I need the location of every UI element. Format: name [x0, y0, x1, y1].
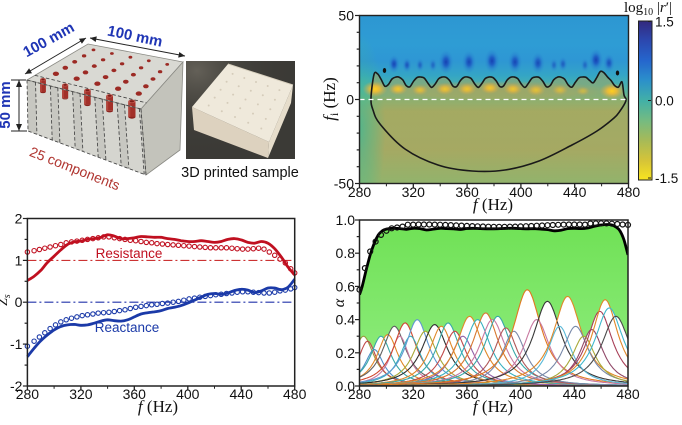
- svg-text:360: 360: [123, 386, 147, 402]
- svg-text:0.2: 0.2: [336, 345, 356, 361]
- svg-text:f (Hz): f (Hz): [473, 195, 513, 214]
- svg-text:2: 2: [15, 211, 23, 227]
- svg-text:f (Hz): f (Hz): [138, 397, 178, 416]
- svg-text:50 mm: 50 mm: [0, 81, 14, 129]
- svg-text:α: α: [331, 298, 348, 307]
- svg-text:-2: -2: [10, 378, 23, 394]
- svg-text:440: 440: [563, 386, 587, 402]
- svg-text:1: 1: [15, 252, 23, 268]
- svg-text:400: 400: [509, 386, 533, 402]
- svg-text:1.5: 1.5: [655, 14, 674, 29]
- svg-text:440: 440: [563, 184, 587, 200]
- svg-text:360: 360: [455, 184, 479, 200]
- svg-text:-50: -50: [334, 176, 354, 192]
- svg-text:0.6: 0.6: [336, 278, 356, 294]
- svg-text:480: 480: [616, 386, 640, 402]
- svg-text:50: 50: [338, 8, 354, 24]
- svg-text:280: 280: [348, 386, 372, 402]
- svg-text:fi (Hz): fi (Hz): [320, 77, 341, 120]
- svg-text:1.0: 1.0: [336, 212, 356, 228]
- svg-text:320: 320: [69, 386, 93, 402]
- svg-text:0.4: 0.4: [336, 312, 356, 328]
- svg-text:280: 280: [348, 184, 372, 200]
- svg-text:480: 480: [617, 184, 641, 200]
- svg-text:f (Hz): f (Hz): [473, 397, 513, 416]
- svg-text:0: 0: [346, 92, 354, 108]
- svg-text:400: 400: [509, 184, 533, 200]
- svg-text:0.8: 0.8: [336, 245, 356, 261]
- svg-text:3D printed sample: 3D printed sample: [181, 165, 299, 181]
- svg-text:360: 360: [455, 386, 479, 402]
- svg-text:Reactance: Reactance: [95, 320, 160, 335]
- svg-text:320: 320: [402, 184, 426, 200]
- svg-text:Resistance: Resistance: [96, 246, 163, 261]
- svg-text:0: 0: [15, 294, 23, 310]
- svg-text:280: 280: [16, 386, 40, 402]
- svg-text:400: 400: [176, 386, 200, 402]
- svg-text:0.0: 0.0: [336, 378, 356, 394]
- svg-text:-1: -1: [10, 336, 23, 352]
- svg-text:320: 320: [402, 386, 426, 402]
- svg-text:log10 |r′|: log10 |r′|: [624, 0, 672, 18]
- svg-text:Zs: Zs: [0, 294, 13, 306]
- svg-text:480: 480: [283, 386, 307, 402]
- svg-text:-1.5: -1.5: [655, 171, 678, 186]
- svg-text:440: 440: [230, 386, 254, 402]
- svg-text:0.0: 0.0: [655, 93, 674, 108]
